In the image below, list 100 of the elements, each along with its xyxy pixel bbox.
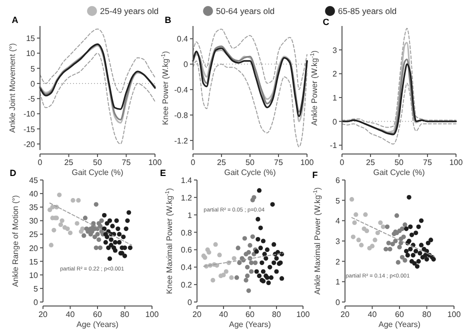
y-tick-label: 1	[336, 278, 341, 287]
y-tick-label: -0.8	[174, 111, 189, 120]
point	[375, 230, 380, 236]
point	[390, 242, 395, 246]
x-tick-label: 75	[122, 158, 132, 167]
x-tick-label: 100	[148, 158, 162, 167]
point	[116, 226, 120, 232]
point	[217, 252, 222, 258]
point	[99, 218, 104, 223]
y-tick-label: 1.2	[180, 193, 193, 202]
point	[256, 274, 262, 278]
point	[386, 240, 391, 246]
point	[244, 278, 248, 283]
point	[52, 228, 56, 232]
point	[106, 245, 111, 250]
y-tick-label: 1.4	[180, 176, 193, 185]
x-tick-label: 50	[246, 158, 255, 167]
y-axis-title: Ankle Range of Motion (°)	[11, 194, 20, 287]
point	[258, 226, 263, 230]
point	[262, 252, 267, 256]
y-tick-label: 2	[336, 257, 341, 266]
point	[234, 275, 240, 280]
point	[406, 194, 412, 200]
point	[400, 226, 405, 232]
point	[121, 234, 126, 240]
x-tick-label: 75	[274, 158, 284, 167]
point	[408, 224, 413, 230]
x-axis-title: Age (Years)	[76, 320, 119, 329]
x-tick-label: 60	[395, 310, 404, 319]
point	[270, 202, 275, 207]
point	[108, 242, 114, 248]
y-tick-label: -5	[28, 94, 36, 104]
x-tick-label: 60	[93, 310, 102, 319]
x-tick-label: 100	[296, 310, 310, 319]
point	[242, 236, 247, 241]
point	[423, 252, 428, 258]
point	[380, 224, 386, 230]
point	[213, 242, 218, 247]
y-tick-label: 5	[34, 284, 39, 294]
y-tick-label: 0	[332, 117, 338, 126]
point	[398, 240, 404, 246]
point	[384, 224, 390, 230]
x-tick-label: 80	[422, 310, 432, 319]
y-tick-label: 15	[29, 257, 39, 266]
line-series	[192, 28, 308, 90]
y-tick-label: 0.4	[180, 263, 193, 272]
point	[280, 276, 284, 281]
point	[102, 212, 107, 218]
point	[229, 275, 234, 280]
y-tick-label: -0.4	[174, 86, 189, 95]
y-tick-label: 0	[30, 79, 36, 88]
point	[424, 257, 430, 262]
point	[68, 230, 73, 236]
x-tick-label: 80	[120, 310, 130, 319]
x-tick-label: 80	[272, 310, 282, 319]
point	[74, 221, 80, 226]
point	[410, 252, 416, 258]
x-tick-label: 75	[423, 158, 432, 167]
point	[60, 218, 64, 223]
y-tick-label: 1	[188, 210, 193, 220]
y-tick-label: 5	[30, 64, 36, 74]
point	[426, 240, 430, 246]
y-tick-label: 0	[336, 298, 341, 307]
x-tick-label: 40	[219, 310, 228, 319]
x-axis-title: Age (Years)	[229, 320, 272, 329]
x-tick-label: 100	[145, 310, 160, 319]
point	[260, 238, 266, 244]
point	[428, 238, 434, 242]
point	[384, 246, 388, 252]
point	[416, 224, 421, 230]
y-axis-title: Ankle Joint Movement (°)	[8, 42, 17, 133]
point	[364, 228, 370, 234]
point	[96, 237, 102, 242]
y-tick-label: 6	[336, 176, 341, 185]
point	[80, 226, 85, 232]
x-tick-label: 40	[368, 310, 378, 319]
point	[394, 213, 400, 218]
point	[393, 238, 398, 244]
point	[256, 216, 260, 222]
point	[50, 204, 55, 210]
point	[236, 246, 240, 250]
point	[258, 246, 263, 250]
point	[264, 256, 268, 261]
point	[252, 195, 256, 200]
point	[58, 222, 64, 228]
point	[48, 208, 52, 212]
point	[274, 269, 279, 274]
point	[404, 248, 409, 254]
point	[272, 242, 276, 247]
point	[359, 242, 364, 248]
point	[82, 233, 86, 238]
point	[388, 246, 392, 252]
y-tick-label: 10	[26, 49, 36, 58]
point	[112, 248, 118, 253]
x-tick-label: 60	[246, 310, 255, 319]
point	[254, 269, 259, 274]
point	[107, 218, 112, 223]
point	[402, 258, 408, 263]
point	[224, 269, 228, 274]
point	[221, 272, 226, 278]
